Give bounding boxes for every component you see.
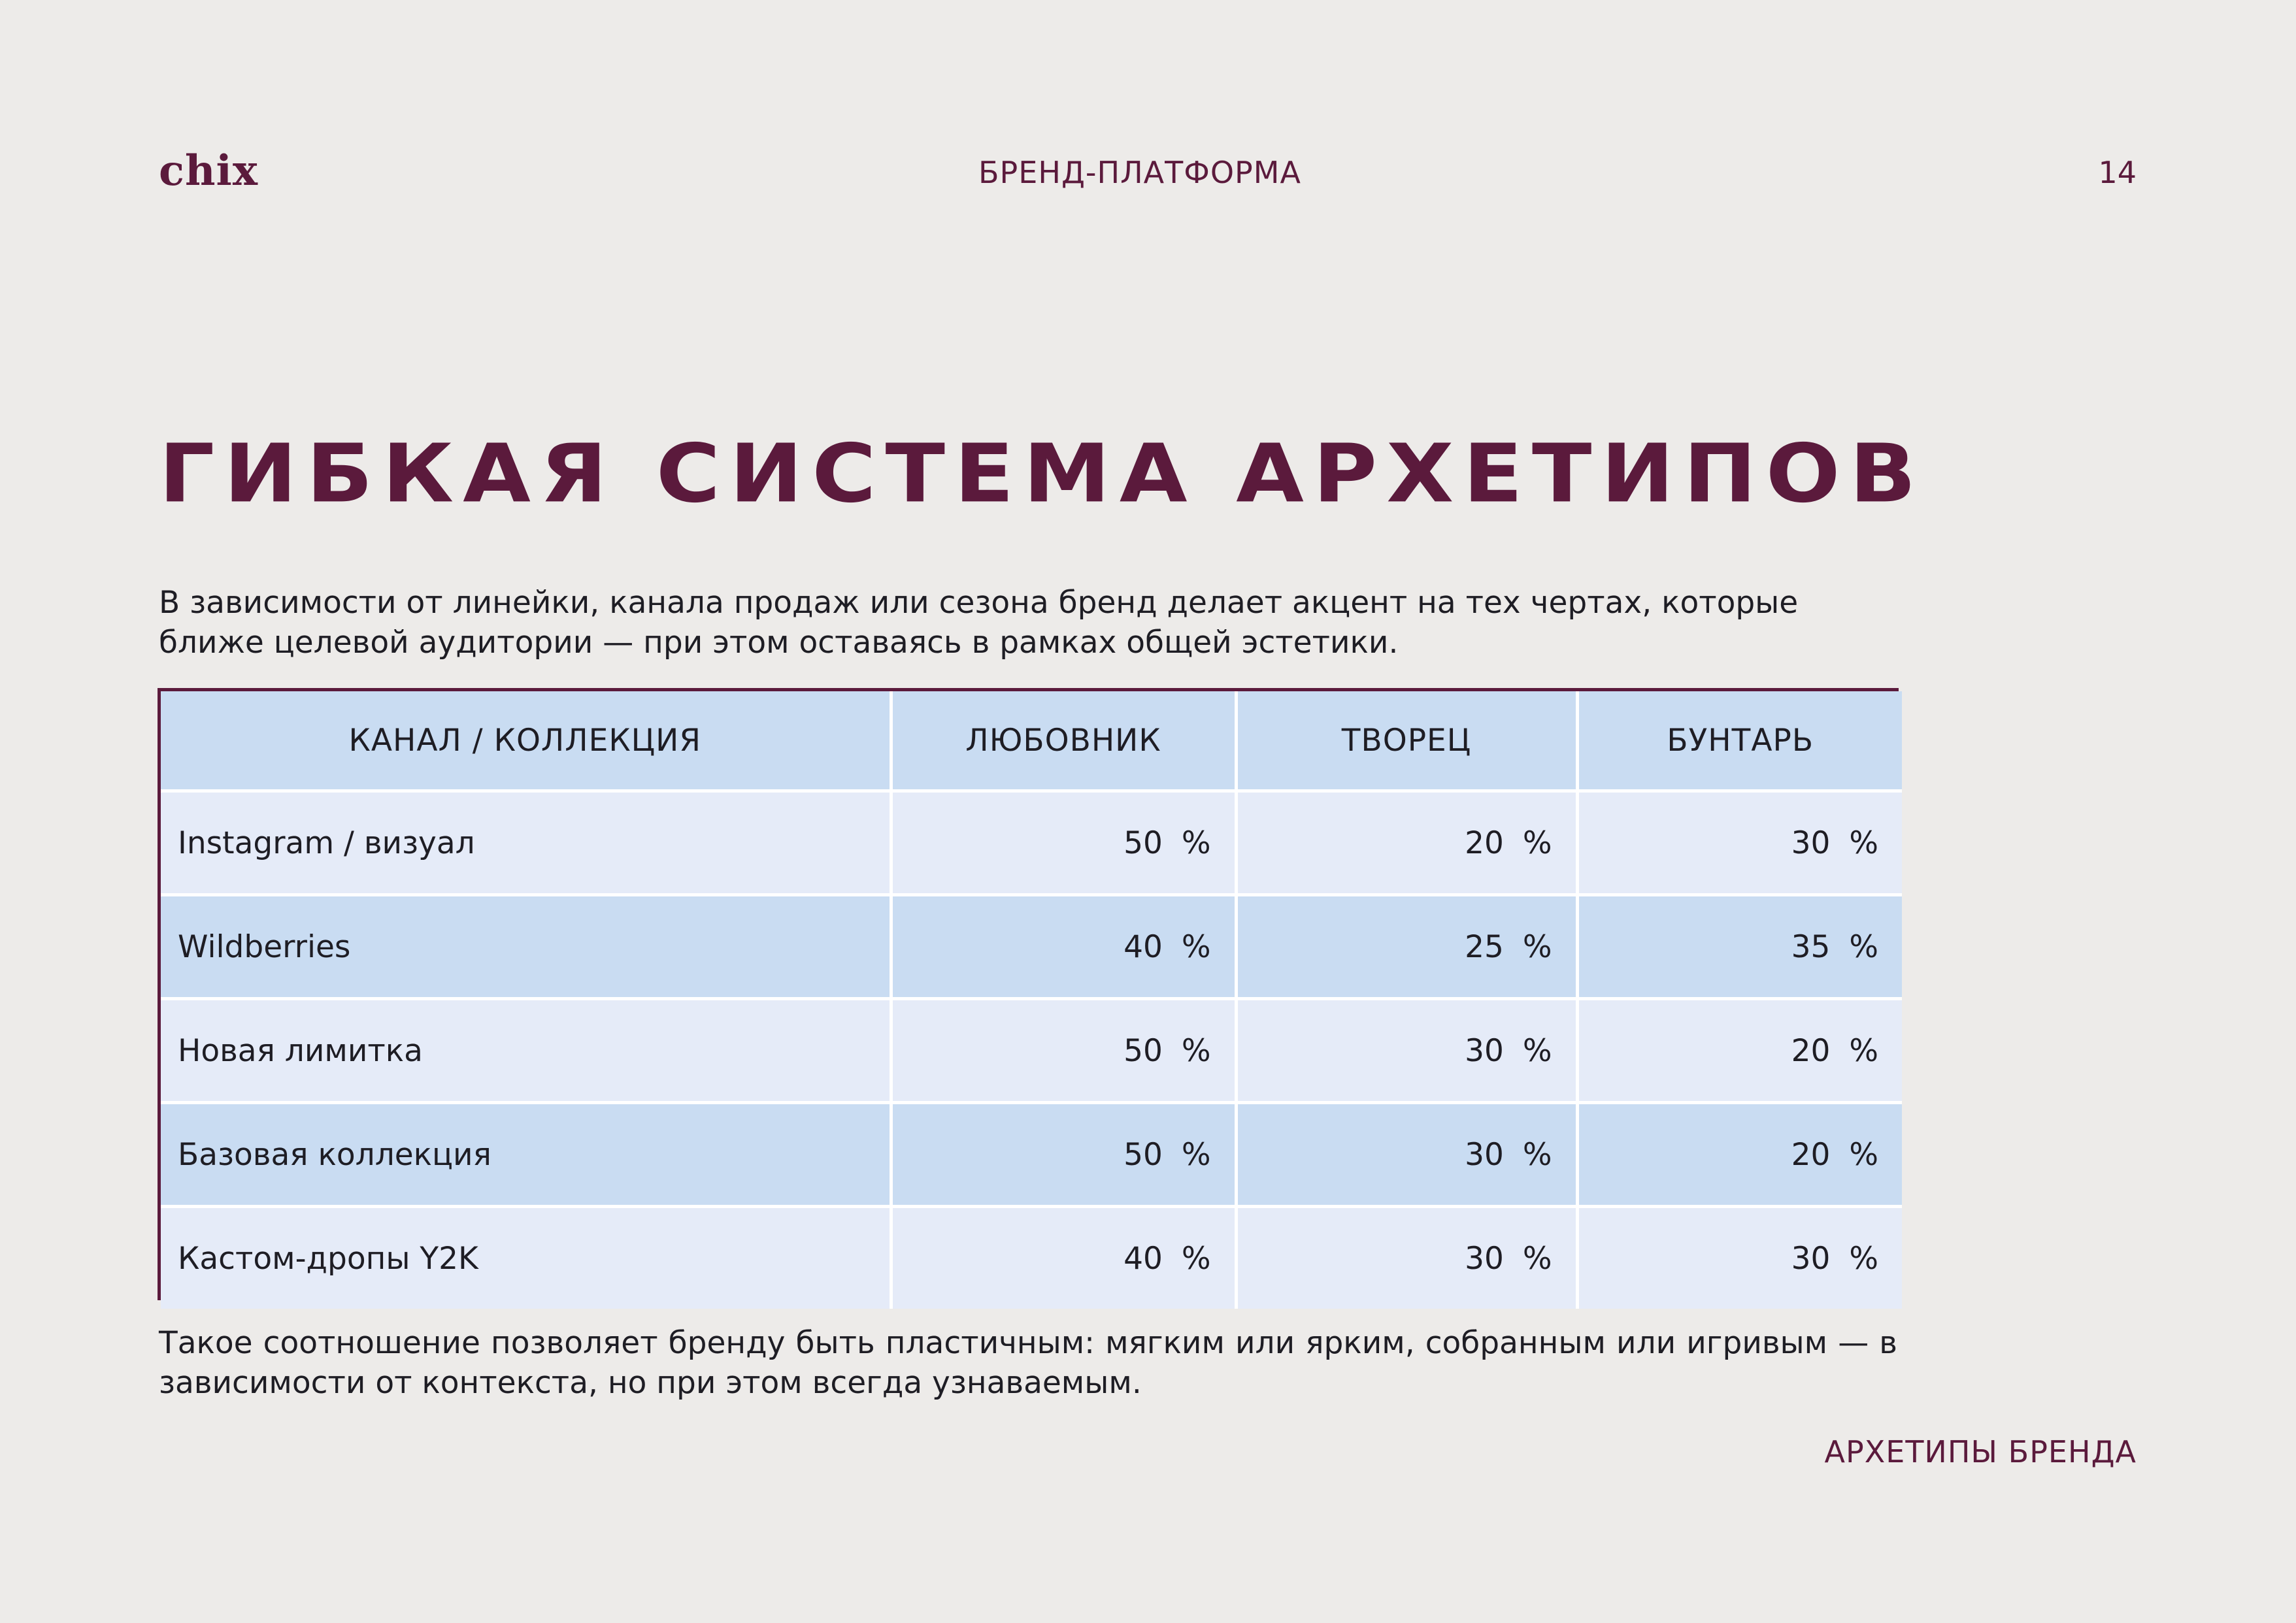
table-row: Новая лимитка 50 % 30 % 20 % [161, 997, 1902, 1104]
cell-rebel: 35 % [1575, 893, 1902, 1000]
cell-rebel: 30 % [1575, 1205, 1902, 1309]
cell-rebel: 30 % [1575, 789, 1902, 896]
outro-paragraph: Такое соотношение позволяет бренду быть … [159, 1325, 1897, 1401]
section-label: БРЕНД-ПЛАТФОРМА [978, 155, 1301, 190]
row-name: Новая лимитка [161, 997, 893, 1104]
archetype-table: КАНАЛ / КОЛЛЕКЦИЯ ЛЮБОВНИК ТВОРЕЦ БУНТАР… [158, 688, 1902, 1309]
column-header-rebel: БУНТАРЬ [1575, 691, 1902, 793]
table-row: Кастом-дропы Y2K 40 % 30 % 30 % [161, 1205, 1902, 1309]
cell-creator: 30 % [1234, 1205, 1579, 1309]
cell-creator: 25 % [1234, 893, 1579, 1000]
cell-creator: 20 % [1234, 789, 1579, 896]
row-name: Wildberries [161, 893, 893, 1000]
table-row: Wildberries 40 % 25 % 35 % [161, 893, 1902, 1000]
brand-logo: chix [159, 146, 258, 195]
column-header-channel: КАНАЛ / КОЛЛЕКЦИЯ [161, 691, 893, 793]
cell-lover: 50 % [889, 1101, 1238, 1208]
cell-lover: 40 % [889, 1205, 1238, 1309]
row-name: Instagram / визуал [161, 789, 893, 896]
cell-lover: 40 % [889, 893, 1238, 1000]
cell-lover: 50 % [889, 997, 1238, 1104]
row-name: Кастом-дропы Y2K [161, 1205, 893, 1309]
cell-rebel: 20 % [1575, 1101, 1902, 1208]
table-row: Базовая коллекция 50 % 30 % 20 % [161, 1101, 1902, 1208]
cell-creator: 30 % [1234, 1101, 1579, 1208]
table-header-row: КАНАЛ / КОЛЛЕКЦИЯ ЛЮБОВНИК ТВОРЕЦ БУНТАР… [161, 691, 1902, 793]
cell-creator: 30 % [1234, 997, 1579, 1104]
cell-lover: 50 % [889, 789, 1238, 896]
row-name: Базовая коллекция [161, 1101, 893, 1208]
cell-rebel: 20 % [1575, 997, 1902, 1104]
footer-section-label: АРХЕТИПЫ БРЕНДА [1824, 1434, 2137, 1469]
page-number: 14 [2098, 155, 2137, 190]
page-title: ГИБКАЯ СИСТЕМА АРХЕТИПОВ [159, 427, 1925, 521]
column-header-creator: ТВОРЕЦ [1234, 691, 1579, 793]
column-header-lover: ЛЮБОВНИК [889, 691, 1238, 793]
intro-paragraph: В зависимости от линейки, канала продаж … [159, 585, 1799, 661]
table-row: Instagram / визуал 50 % 20 % 30 % [161, 789, 1902, 896]
